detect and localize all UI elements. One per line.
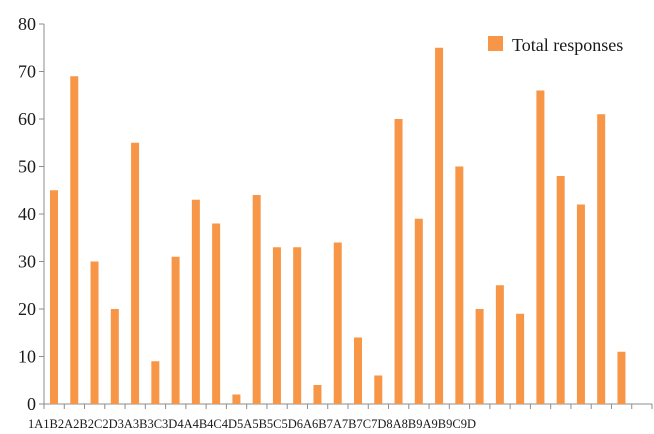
bar-series [50,47,626,404]
bar-5C [374,375,383,404]
bar-8A [536,90,545,404]
bar-4B [272,247,281,404]
y-tick-label: 30 [18,252,36,272]
x-tick-labels: 1A1B2A2B2C2D3A3B3C3D4A4B4C4D5A5B5C5D6A6B… [28,417,476,431]
legend-label: Total responses [512,35,623,55]
bar-4C [293,247,302,404]
bar-9C [617,351,626,404]
y-axis: 0 10 20 30 40 50 60 70 80 [18,14,45,414]
x-axis [43,403,653,409]
bar-4A [252,195,261,404]
legend: Total responses [488,35,623,55]
y-tick-label: 80 [18,14,36,34]
bar-5B [354,337,362,404]
bar-4D [313,385,322,404]
bar-2A [90,261,99,404]
bar-3B [191,199,200,404]
bar-6A [414,218,423,404]
bar-7B [475,309,484,404]
bar-2D [151,361,160,404]
bar-9A [576,204,585,404]
bar-9B [597,114,606,404]
legend-swatch [488,36,503,51]
bar-3C [212,223,221,404]
y-tick-label: 20 [18,299,36,319]
bar-2C [131,142,140,404]
bar-1B [70,76,79,404]
y-tick-label: 10 [18,347,36,367]
bar-8B [556,176,565,404]
y-tick-label: 40 [18,204,36,224]
bar-7D [516,313,525,404]
y-tick-label: 50 [18,157,36,177]
bar-5D [394,119,403,404]
bar-3A [171,256,180,404]
bar-6B [435,47,444,404]
y-tick-label: 60 [18,109,36,129]
bar-7C [495,285,504,404]
y-tick-label: 0 [27,394,36,414]
bar-5A [333,242,342,404]
bar-7A [455,166,464,404]
bar-2B [110,309,119,404]
bar-3D [232,394,241,404]
y-tick-label: 70 [18,62,36,82]
bar-1A [50,190,58,404]
